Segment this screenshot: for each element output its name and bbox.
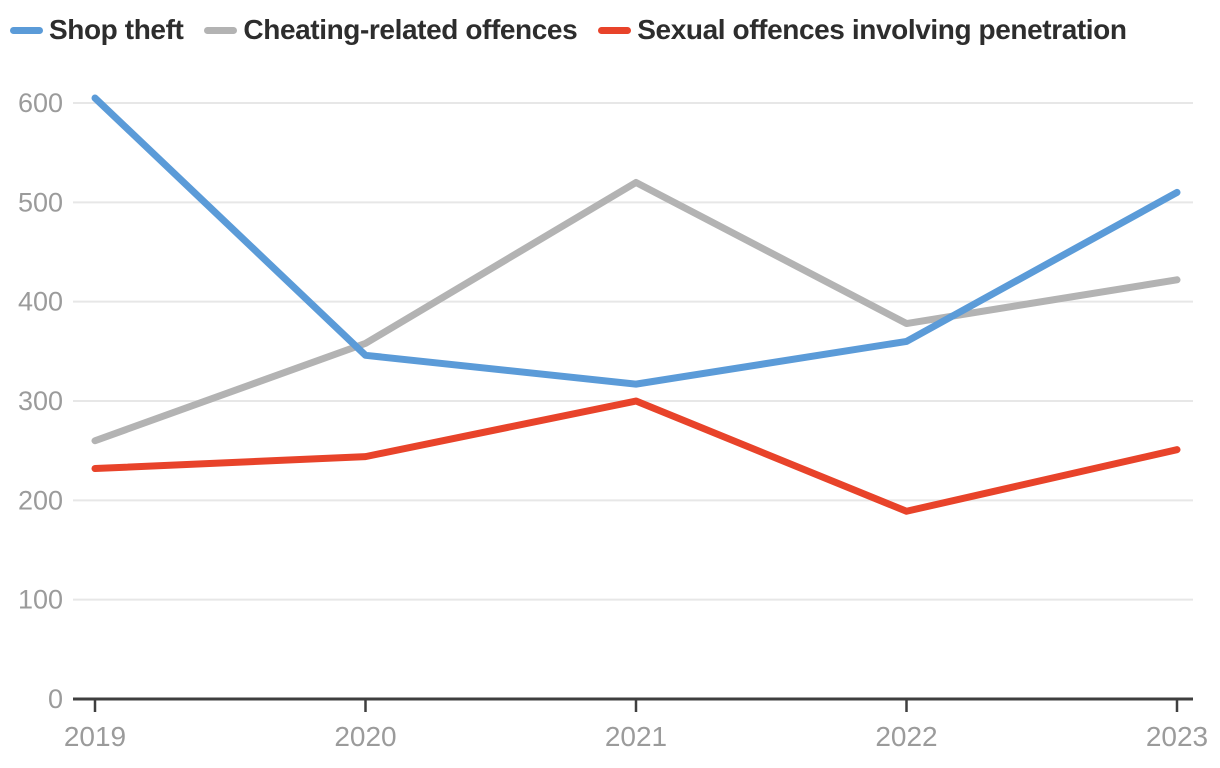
y-tick-label-100: 100: [18, 585, 63, 615]
x-tick-label-2023: 2023: [1146, 721, 1208, 752]
y-tick-label-500: 500: [18, 187, 63, 217]
series-line-shop-theft: [91, 94, 1181, 388]
x-tick-label-2022: 2022: [875, 721, 937, 752]
x-tick-label-2019: 2019: [64, 721, 126, 752]
y-tick-label-400: 400: [18, 287, 63, 317]
y-tick-label-600: 600: [18, 88, 63, 118]
x-tick-label-2020: 2020: [334, 721, 396, 752]
legend-item-sexual-offences: Sexual offences involving penetration: [598, 14, 1127, 45]
cheating-related-offences-swatch-icon: [204, 26, 238, 34]
legend-label-shop-theft: Shop theft: [49, 14, 184, 45]
series-line-cheating-related-offences: [91, 178, 1181, 445]
legend: Shop theft Cheating-related offences Sex…: [10, 16, 1127, 44]
legend-item-shop-theft: Shop theft: [10, 14, 184, 45]
x-tick-label-2021: 2021: [605, 721, 667, 752]
sexual-offences-swatch-icon: [598, 26, 632, 34]
series-line-sexual-offences-involving-penetration: [91, 397, 1181, 515]
legend-label-sexual-offences: Sexual offences involving penetration: [637, 14, 1127, 45]
y-tick-label-300: 300: [18, 386, 63, 416]
y-tick-label-0: 0: [48, 684, 63, 714]
shop-theft-swatch-icon: [10, 26, 43, 34]
legend-label-cheating-related-offences: Cheating-related offences: [243, 14, 578, 45]
legend-item-cheating-related-offences: Cheating-related offences: [204, 14, 578, 45]
y-tick-label-200: 200: [18, 485, 63, 515]
